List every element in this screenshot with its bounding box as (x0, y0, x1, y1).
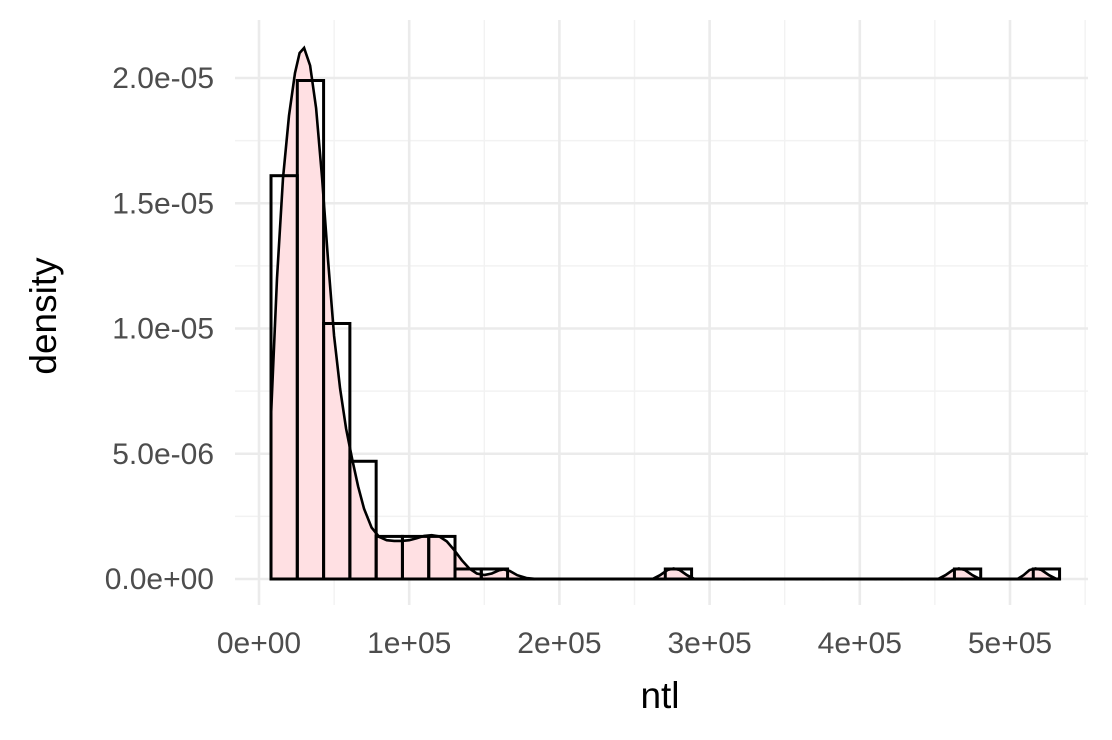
x-axis-title: ntl (640, 675, 679, 716)
y-tick-label: 1.5e-05 (112, 187, 214, 220)
density-fill-layer (271, 47, 1057, 579)
density-area (271, 47, 1057, 579)
y-tick-label: 5.0e-06 (112, 438, 214, 471)
x-tick-label: 2e+05 (517, 627, 601, 660)
x-tick-label: 3e+05 (667, 627, 751, 660)
density-line-layer (269, 45, 1058, 581)
y-tick-label: 1.0e-05 (112, 313, 214, 346)
x-tick-label: 5e+05 (968, 627, 1052, 660)
y-tick-label: 2.0e-05 (112, 62, 214, 95)
density-curve (269, 45, 1058, 581)
x-tick-label: 1e+05 (367, 627, 451, 660)
y-axis-title: density (23, 257, 64, 375)
y-axis-tick-labels: 0.0e+00 5.0e-06 1.0e-05 1.5e-05 2.0e-05 (105, 62, 214, 596)
x-axis-tick-labels: 0e+00 1e+05 2e+05 3e+05 4e+05 5e+05 (217, 627, 1052, 660)
x-tick-label: 0e+00 (217, 627, 301, 660)
x-tick-label: 4e+05 (818, 627, 902, 660)
y-tick-label: 0.0e+00 (105, 563, 214, 596)
